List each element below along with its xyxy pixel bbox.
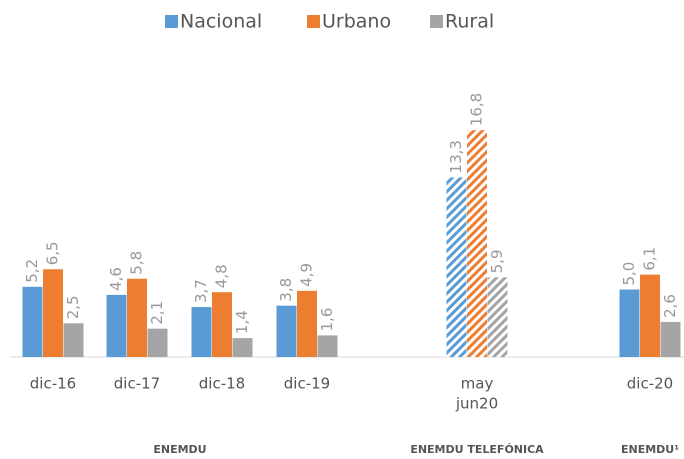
legend-label: Rural xyxy=(445,11,494,33)
x-tick-label: dic-19 xyxy=(284,375,330,393)
value-label: 13,3 xyxy=(447,140,465,173)
x-tick-label: dic-16 xyxy=(30,375,76,393)
group-label: ENEMDU¹ xyxy=(621,443,679,456)
bar xyxy=(212,292,232,357)
legend-swatch xyxy=(430,15,443,28)
value-label: 6,1 xyxy=(641,247,659,271)
value-label: 5,2 xyxy=(23,259,41,283)
value-label: 5,8 xyxy=(128,251,146,275)
bar xyxy=(467,130,487,357)
x-tick-label: dic-18 xyxy=(199,375,245,393)
x-tick-label: jun20 xyxy=(455,395,498,413)
bar xyxy=(106,294,127,357)
value-label: 1,6 xyxy=(318,308,336,332)
value-label: 2,5 xyxy=(64,295,82,319)
bar xyxy=(660,321,681,357)
bar xyxy=(22,286,43,357)
bar xyxy=(487,277,508,357)
value-label: 2,1 xyxy=(148,301,166,325)
group-label: ENEMDU xyxy=(153,443,206,456)
legend-label: Urbano xyxy=(322,11,391,33)
bar xyxy=(191,307,212,357)
bar xyxy=(127,278,147,357)
x-tick-label: dic-17 xyxy=(114,375,160,393)
x-tick-label: dic-20 xyxy=(627,375,673,393)
x-tick-label: may xyxy=(461,375,494,393)
value-label: 3,8 xyxy=(277,278,295,302)
bar xyxy=(43,269,63,357)
bar xyxy=(276,305,297,357)
legend-swatch xyxy=(165,15,178,28)
bar xyxy=(619,289,640,357)
bar xyxy=(317,335,338,357)
value-label: 4,6 xyxy=(107,267,125,291)
value-label: 4,9 xyxy=(298,263,316,287)
group-label: ENEMDU TELEFÓNICA xyxy=(410,443,544,456)
value-label: 5,9 xyxy=(488,249,506,273)
value-label: 2,6 xyxy=(661,294,679,318)
bar xyxy=(640,274,660,357)
value-label: 6,5 xyxy=(44,241,62,265)
value-label: 3,7 xyxy=(192,279,210,303)
value-label: 4,8 xyxy=(213,264,231,288)
bar xyxy=(446,177,467,357)
value-label: 16,8 xyxy=(468,93,486,126)
legend-label: Nacional xyxy=(180,11,262,33)
bar xyxy=(297,290,317,357)
value-label: 1,4 xyxy=(233,310,251,334)
bar xyxy=(232,338,253,357)
legend-swatch xyxy=(307,15,320,28)
bar xyxy=(147,328,168,357)
bar xyxy=(63,323,84,357)
value-label: 5,0 xyxy=(620,262,638,286)
